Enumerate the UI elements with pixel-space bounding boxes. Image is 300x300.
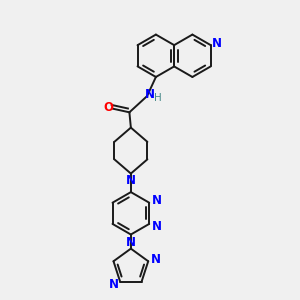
Text: N: N [152,220,162,233]
Text: N: N [152,194,162,207]
Text: N: N [109,278,119,290]
Text: N: N [126,236,136,249]
Text: N: N [144,88,154,101]
Text: H: H [154,93,162,103]
Text: O: O [104,101,114,114]
Text: N: N [212,37,222,50]
Text: N: N [151,253,160,266]
Text: N: N [126,173,136,187]
